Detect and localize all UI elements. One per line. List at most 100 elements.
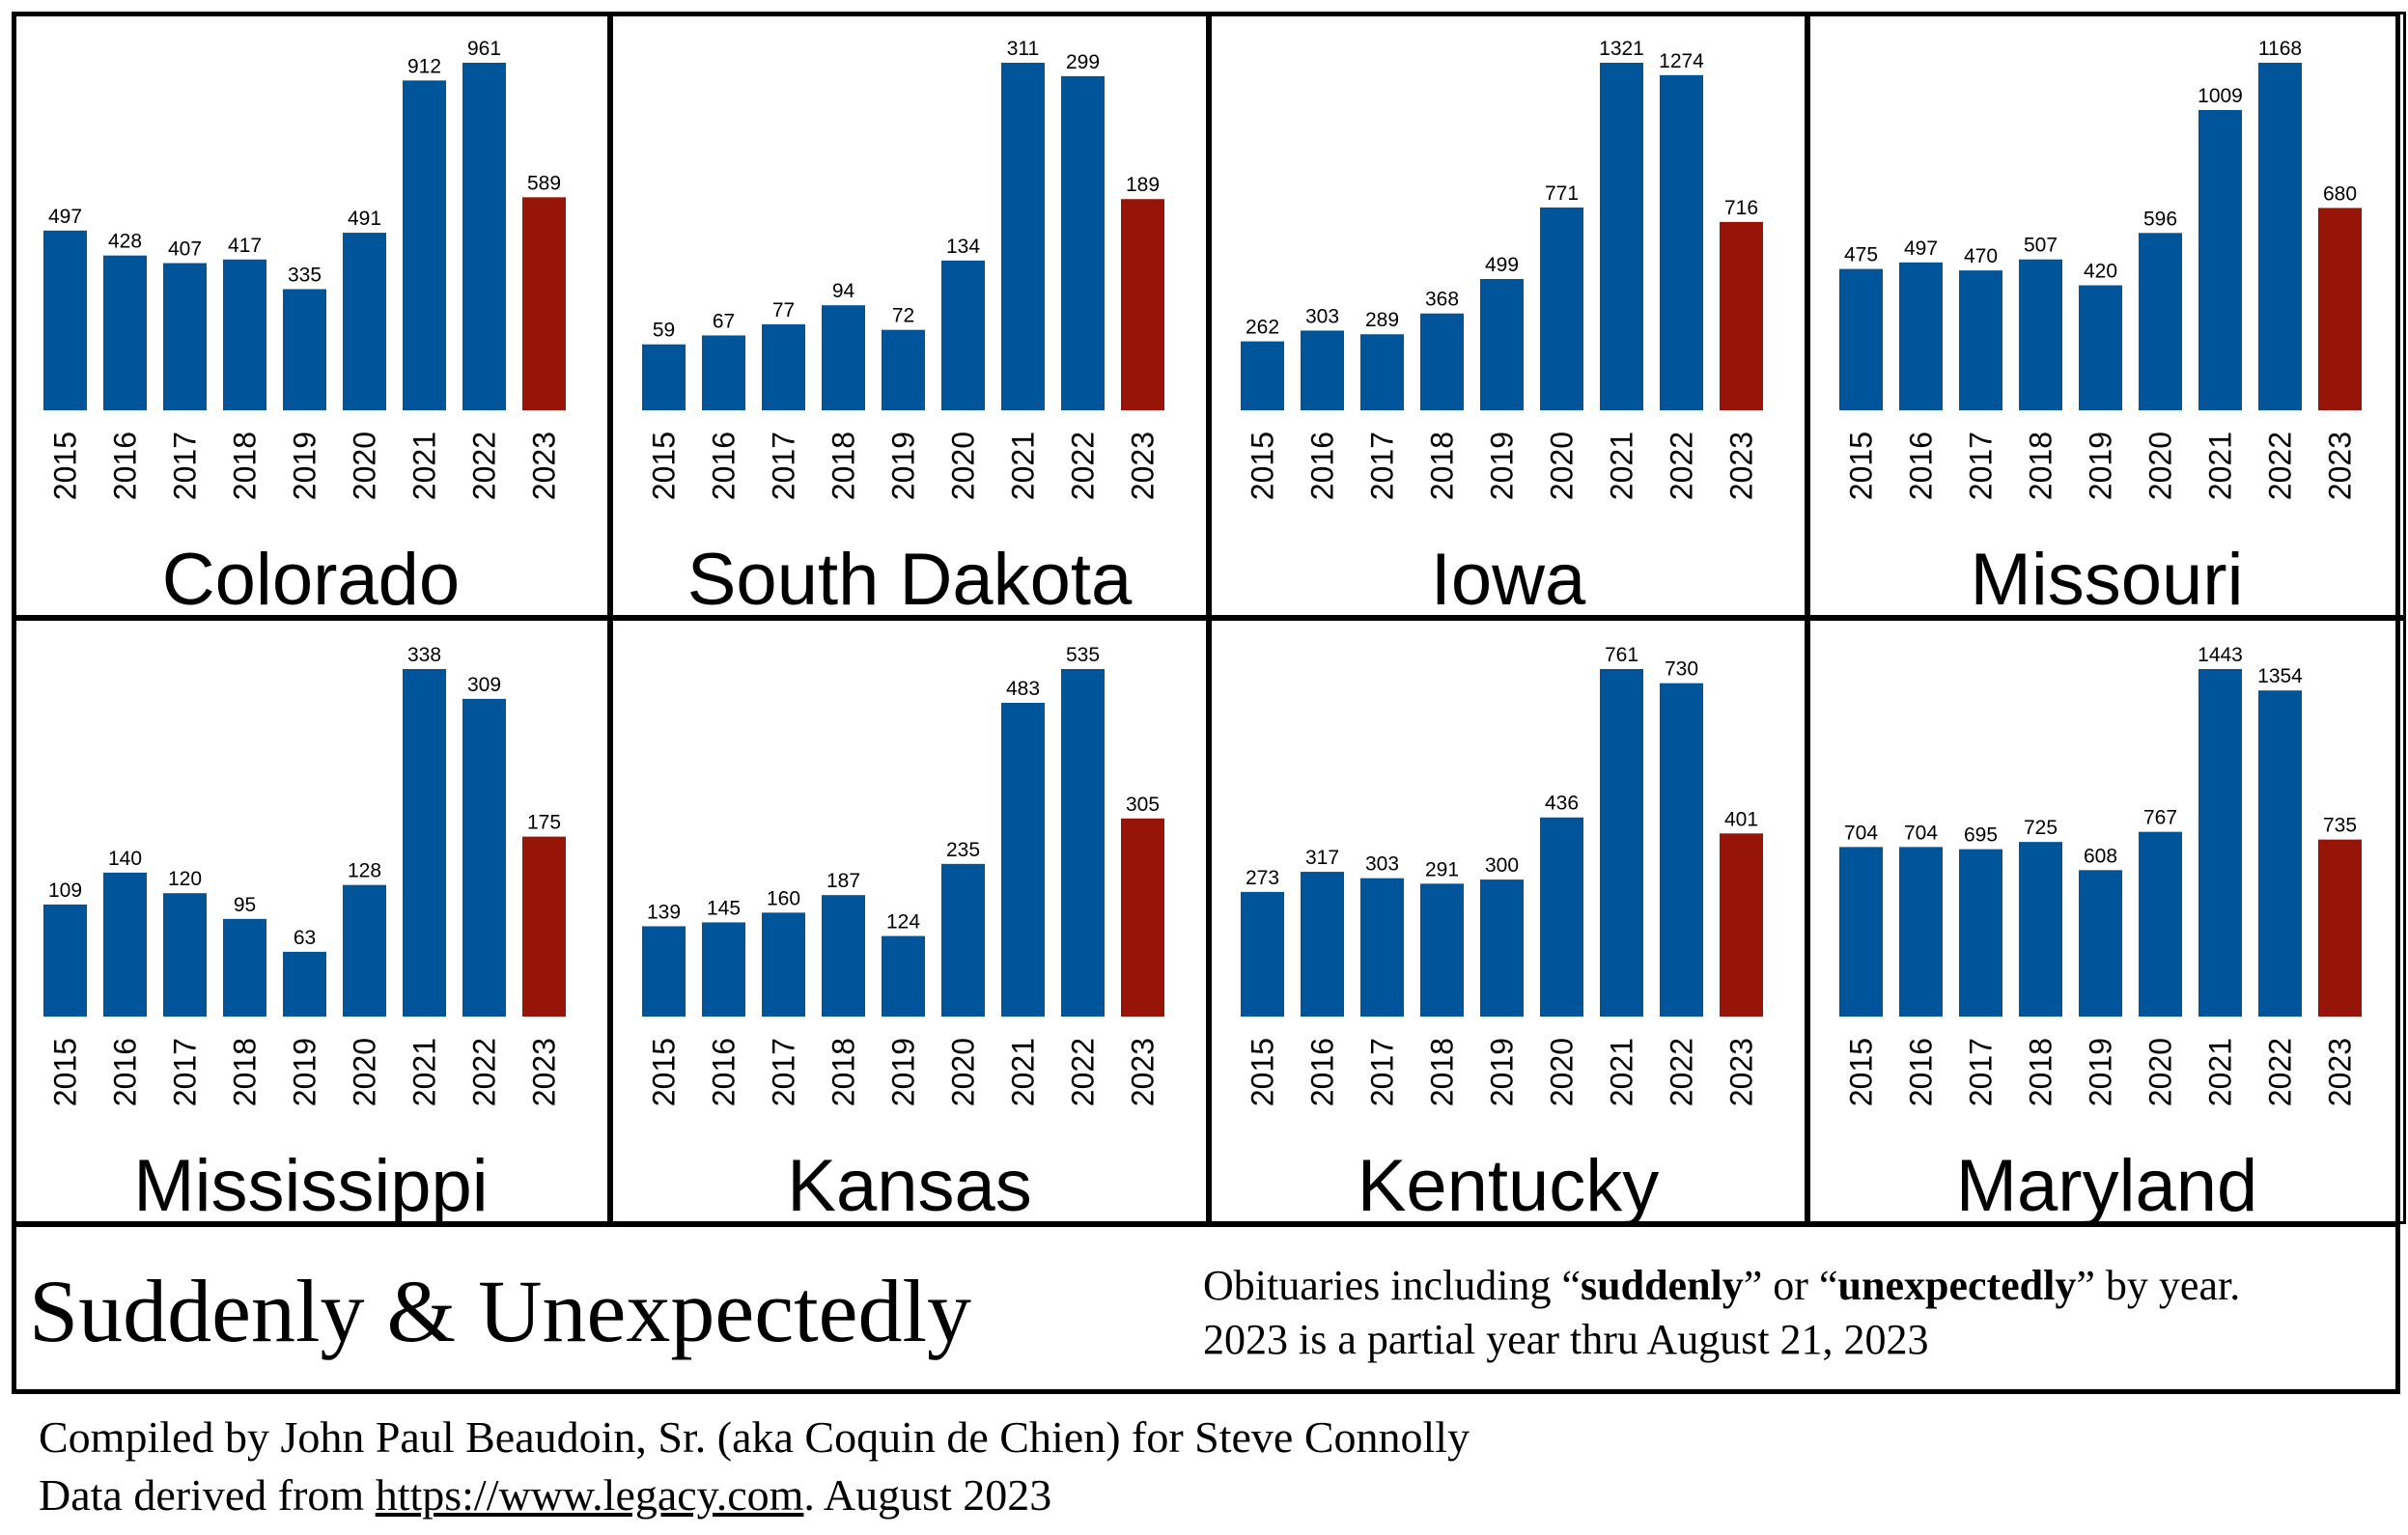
data-label-2015: 59 [653,320,675,342]
x-tick-label-2018: 2018 [228,432,263,500]
chart-panel-colorado: 497 2015 428 2016 407 2017 417 2018 335 2019 491 20… [12,12,610,618]
x-tick-label-2019: 2019 [886,432,921,500]
bar-2015 [1839,268,1883,410]
bar-2018 [1420,313,1464,410]
state-name: South Dakota [686,539,1133,618]
credit-line: Compiled by John Paul Beaudoin, Sr. (aka… [39,1412,1470,1462]
data-label-2021: 483 [1006,678,1040,700]
bar-2015 [642,926,686,1017]
data-label-2023: 716 [1724,197,1758,219]
data-label-2018: 291 [1425,858,1459,880]
x-tick-label-2023: 2023 [1126,1038,1161,1106]
bar-2016 [702,335,745,410]
bar-chart: 139 2015 145 2016 160 2017 187 2018 124 2019 235 20… [642,644,1164,1106]
data-label-2020: 491 [348,208,381,230]
x-tick-label-2017: 2017 [168,1038,203,1106]
x-tick-label-2015: 2015 [48,432,83,500]
bar-2019 [283,289,326,410]
data-label-2015: 109 [48,879,82,902]
bar-2021 [1001,63,1045,410]
x-tick-label-2021: 2021 [2203,1038,2238,1106]
x-tick-label-2018: 2018 [826,1038,861,1106]
chart-panel-iowa: 262 2015 303 2016 289 2017 368 2018 499 2019 771 20… [1209,12,1807,618]
state-name: Kentucky [1357,1145,1660,1224]
x-tick-label-2023: 2023 [2323,432,2358,500]
bar-chart: 475 2015 497 2016 470 2017 507 2018 420 2019 596 20… [1839,38,2362,500]
bar-2018 [2019,842,2062,1017]
bar-2023 [1720,833,1763,1017]
x-tick-label-2022: 2022 [1665,432,1699,500]
data-label-2019: 63 [294,927,316,949]
x-tick-label-2019: 2019 [886,1038,921,1106]
x-tick-label-2018: 2018 [2024,432,2058,500]
x-tick-label-2023: 2023 [2323,1038,2358,1106]
bar-2021 [2198,669,2242,1017]
bar-2017 [1959,849,2002,1017]
data-label-2015: 273 [1246,867,1279,889]
data-label-2018: 187 [826,870,860,892]
data-label-2016: 67 [713,310,735,332]
data-label-2020: 235 [946,839,980,861]
bar-2015 [642,344,686,410]
source-date: . August 2023 [803,1470,1052,1520]
bar-2018 [2019,259,2062,410]
data-label-2022: 730 [1665,658,1698,681]
caption-keyword-unexpectedly: unexpectedly [1837,1262,2077,1309]
data-label-2023: 305 [1126,794,1160,816]
data-label-2015: 497 [48,206,82,228]
bar-2023 [1121,818,1164,1017]
x-tick-label-2016: 2016 [1904,1038,1939,1106]
x-tick-label-2019: 2019 [1485,1038,1520,1106]
data-label-2020: 436 [1545,793,1579,815]
bar-chart: 109 2015 140 2016 120 2017 95 2018 63 2019 128 2020… [43,644,566,1106]
data-label-2021: 1009 [2198,85,2243,107]
data-label-2023: 401 [1724,808,1758,830]
data-label-2021: 1443 [2198,644,2243,666]
bar-2016 [103,872,147,1017]
chart-panel-maryland: 704 2015 704 2016 695 2017 725 2018 608 2019 767 20… [1807,618,2406,1224]
data-label-2018: 417 [228,235,262,257]
bar-chart: 273 2015 317 2016 303 2017 291 2018 300 2019 436 20… [1241,644,1763,1106]
x-tick-label-2018: 2018 [1425,1038,1460,1106]
caption-description-line1: Obituaries including “suddenly” or “unex… [1203,1265,2240,1307]
bar-2018 [223,918,266,1017]
bar-2015 [1839,847,1883,1017]
data-label-2019: 300 [1485,854,1519,877]
bar-chart: 497 2015 428 2016 407 2017 417 2018 335 2019 491 20… [43,38,566,500]
x-tick-label-2021: 2021 [1605,432,1639,500]
bar-2023 [2318,208,2362,410]
data-label-2019: 420 [2084,261,2117,283]
x-tick-label-2019: 2019 [1485,432,1520,500]
data-label-2020: 134 [946,236,980,258]
bar-2023 [522,836,566,1017]
data-label-2021: 912 [407,55,441,77]
data-label-2020: 596 [2143,208,2177,230]
bar-2023 [522,197,566,410]
data-label-2018: 725 [2024,817,2058,839]
data-label-2016: 317 [1305,847,1339,869]
data-label-2023: 680 [2323,182,2357,205]
caption-text: ” or “ [1743,1262,1838,1309]
bar-chart: 704 2015 704 2016 695 2017 725 2018 608 2019 767 20… [1839,644,2362,1106]
data-label-2022: 1354 [2257,665,2303,687]
bar-2016 [702,922,745,1017]
data-label-2023: 175 [527,812,561,834]
chart-panel-mississippi: 109 2015 140 2016 120 2017 95 2018 63 2019 128 2020… [12,618,610,1224]
data-label-2017: 695 [1964,824,1998,847]
bar-2020 [941,260,985,410]
data-label-2022: 535 [1066,644,1100,666]
data-label-2018: 507 [2024,235,2058,257]
x-tick-label-2015: 2015 [647,1038,682,1106]
bar-2021 [1600,669,1643,1017]
bar-2022 [1061,75,1105,410]
x-tick-label-2019: 2019 [288,1038,322,1106]
data-label-2019: 608 [2084,845,2117,867]
chart-panel-kansas: 139 2015 145 2016 160 2017 187 2018 124 2019 235 20… [610,618,1209,1224]
x-tick-label-2016: 2016 [108,1038,143,1106]
x-tick-label-2022: 2022 [2263,1038,2298,1106]
caption-description-line2: 2023 is a partial year thru August 21, 2… [1203,1316,1929,1363]
data-label-2020: 767 [2143,807,2177,829]
source-link[interactable]: https://www.legacy.com [375,1470,804,1520]
x-tick-label-2015: 2015 [1246,432,1280,500]
bar-2022 [1660,74,1703,411]
